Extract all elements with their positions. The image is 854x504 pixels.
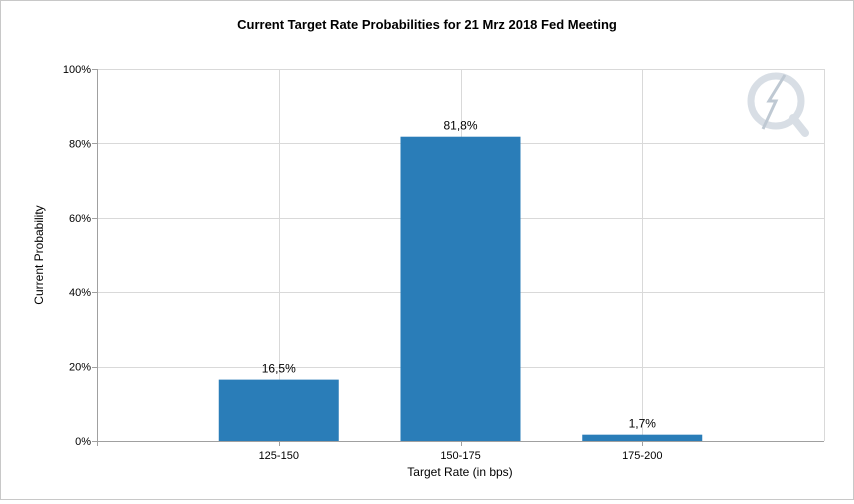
- x-tick-label: 125-150: [259, 450, 299, 462]
- y-axis-label: Current Probability: [32, 205, 46, 304]
- data-label: 16,5%: [262, 362, 296, 376]
- bar-150-175: [400, 136, 521, 442]
- x-tick-label: 150-175: [440, 450, 480, 462]
- data-label: 1,7%: [629, 417, 657, 431]
- y-tick-label: 80%: [69, 138, 91, 150]
- y-tick-label: 20%: [69, 362, 91, 374]
- y-tick-label: 100%: [63, 64, 91, 76]
- chart-title: Current Target Rate Probabilities for 21…: [237, 17, 617, 32]
- x-axis-label: Target Rate (in bps): [407, 465, 512, 479]
- y-tick-label: 40%: [69, 287, 91, 299]
- bar-175-200: [582, 434, 703, 441]
- y-tick-label: 60%: [69, 213, 91, 225]
- quikstrike-logo: [747, 72, 809, 137]
- data-label: 81,8%: [443, 119, 477, 133]
- bar-125-150: [218, 379, 339, 441]
- y-tick-label: 0%: [75, 436, 91, 448]
- x-tick-label: 175-200: [622, 450, 662, 462]
